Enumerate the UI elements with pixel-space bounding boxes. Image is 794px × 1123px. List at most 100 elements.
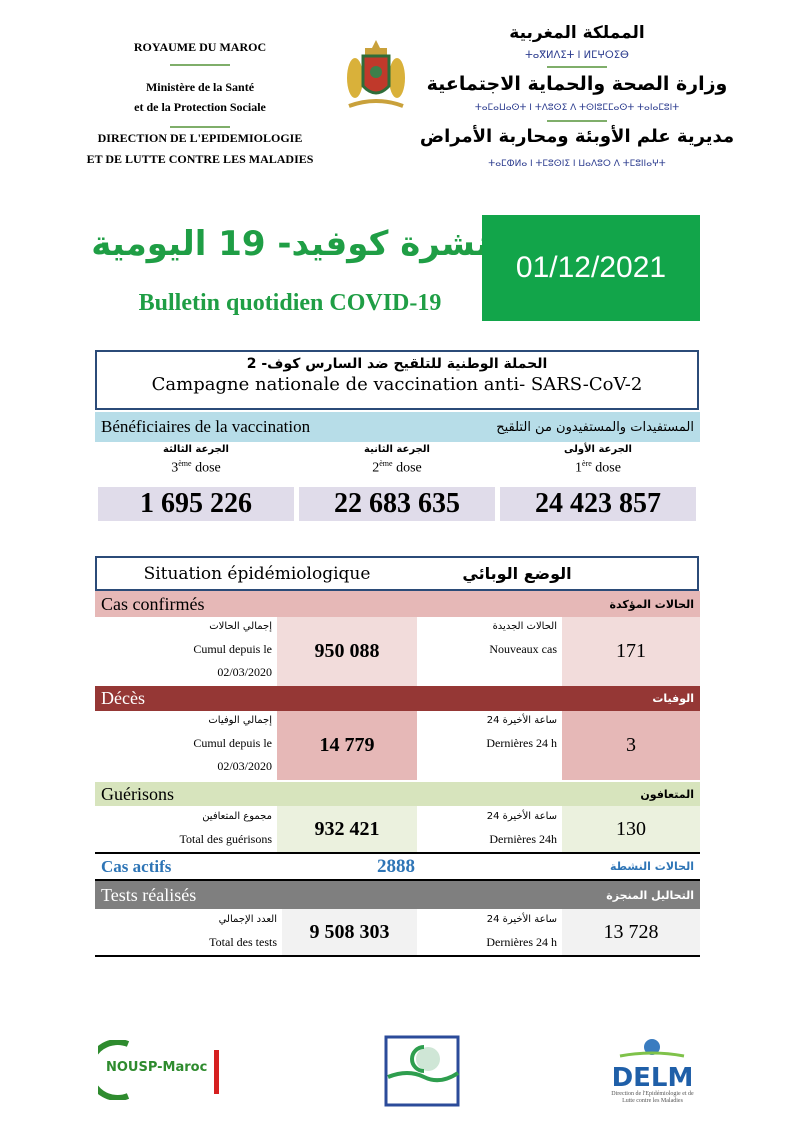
tests-24h-label: 24 ساعة الأخيرة Dernières 24 h (420, 908, 557, 954)
coat-of-arms-emblem (347, 40, 405, 108)
divider (547, 120, 607, 122)
title-ar: نشرة كوفيد- 19 اليومية (91, 224, 489, 264)
nousp-logo-text: NOUSP-Maroc (106, 1060, 208, 1075)
deaths-24h-label: 24 ساعة الأخيرة Dernières 24 h (420, 709, 557, 755)
label-ar: إجمالي الحالات (209, 621, 272, 632)
label-fr: Nouveaux cas (489, 642, 557, 656)
tests-total-value: 9 508 303 (282, 909, 417, 955)
dose-3-value: 1 695 226 (98, 487, 294, 521)
recoveries-24h-label: 24 ساعة الأخيرة Dernières 24h (420, 805, 557, 851)
situation-title-ar: الوضع الوبائي (462, 564, 572, 583)
label-ar: 24 ساعة الأخيرة (486, 914, 557, 925)
header-direction-2: ET DE LUTTE CONTRE LES MALADIES (86, 152, 314, 166)
nousp-logo: NOUSP-Maroc (98, 1040, 222, 1100)
header-ministry-2: et de la Protection Sociale (134, 100, 266, 114)
active-label-ar: الحالات النشطة (609, 860, 694, 873)
confirmed-label-fr: Cas confirmés (101, 593, 205, 614)
tests-24h-value: 13 728 (562, 909, 700, 955)
dose-word: dose (595, 460, 621, 476)
deaths-label-ar: الوفيات (652, 692, 694, 705)
confirmed-new-label: الحالات الجديدة Nouveaux cas (420, 615, 557, 661)
recoveries-label-fr: Guérisons (101, 783, 174, 804)
recoveries-label-ar: المتعافون (640, 787, 694, 801)
label-ar: العدد الإجمالي (218, 914, 277, 925)
label-fr: Dernières 24h (489, 832, 557, 846)
divider (170, 64, 230, 66)
delm-logo: DELM Direction de l'Epidémiologie et de … (605, 1038, 700, 1104)
vaccination-band-fr: Bénéficiaires de la vaccination (101, 417, 311, 436)
active-label-fr: Cas actifs (101, 856, 172, 876)
dose-sup: ème (178, 459, 192, 468)
vaccination-band-ar: المستفيدات والمستفيدون من التلقيح (496, 419, 694, 435)
dose-3-ar: الجرعة الثالثة (163, 444, 229, 455)
dose-1-value: 24 423 857 (500, 487, 696, 521)
vaccination-title-fr: Campagne nationale de vaccination anti- … (151, 374, 643, 395)
confirmed-band: Cas confirmés الحالات المؤكدة (95, 591, 700, 617)
bulletin-date: 01/12/2021 (482, 215, 700, 321)
label-ar: 24 ساعة الأخيرة (486, 715, 557, 726)
dose-labels: الجرعة الثالثة 3ème dose الجرعة الثانية 2è… (98, 444, 696, 477)
deaths-24h-value: 3 (562, 711, 700, 780)
dose-2-ar: الجرعة الثانية (364, 444, 430, 455)
label-ar: 24 ساعة الأخيرة (486, 811, 557, 822)
recoveries-band: Guérisons المتعافون (95, 782, 700, 806)
situation-title-box: Situation épidémiologique الوضع الوبائي (95, 556, 699, 591)
divider (95, 852, 700, 854)
delm-logo-text: DELM (611, 1063, 694, 1093)
header-ar-direction: مديرية علم الأوبئة ومحاربة الأمراض (419, 126, 735, 147)
divider (95, 955, 700, 957)
header-kingdom: ROYAUME DU MAROC (133, 40, 267, 54)
label-ar: مجموع المتعافين (202, 811, 272, 822)
header-ar-kingdom: المملكة المغربية (509, 23, 645, 43)
dose-3-label: الجرعة الثالثة 3ème dose (98, 444, 294, 477)
confirmed-total-label: إجمالي الحالات Cumul depuis le 02/03/2020 (95, 615, 272, 684)
tests-total-label: العدد الإجمالي Total des tests (95, 908, 277, 954)
dose-num: 3 (171, 460, 179, 476)
dose-sup: ère (582, 459, 592, 468)
title-fr: Bulletin quotidien COVID-19 (138, 290, 442, 316)
dose-2-label: الجرعة الثانية 2ème dose (299, 444, 495, 477)
deaths-label-fr: Décès (101, 688, 145, 708)
delm-logo-subtext: Direction de l'Epidémiologie et de Lutte… (611, 1091, 694, 1104)
divider (95, 879, 700, 881)
vaccination-title-box: الحملة الوطنية للتلقيح ضد السارس كوف- 2 … (95, 350, 699, 410)
label-date: 02/03/2020 (217, 759, 272, 773)
divider (547, 66, 607, 68)
header-tif-direction: ⵜⴰⵎⵀⵍⴰ ⵏ ⵜⵎⵓⵙⵏⵉ ⵏ ⵡⴰⴷⵓⵔ ⴷ ⵜⵎⵓⵏⵏⴰⵖⵜ (488, 159, 666, 169)
header-tif-kingdom: ⵜⴰⴳⵍⴷⵉⵜ ⵏ ⵍⵎⵖⵔⵉⴱ (525, 50, 629, 61)
label-fr: Total des tests (209, 935, 277, 949)
recoveries-24h-value: 130 (562, 806, 700, 852)
header-direction: DIRECTION DE L'EPIDEMIOLOGIE (97, 131, 303, 145)
dose-num: 2 (372, 460, 380, 476)
label-fr: Dernières 24 h (486, 935, 557, 949)
dose-2-value: 22 683 635 (299, 487, 495, 521)
label-fr: Cumul depuis le (193, 642, 272, 656)
confirmed-total-value: 950 088 (277, 617, 417, 686)
recoveries-total-label: مجموع المتعافين Total des guérisons (95, 805, 272, 851)
dose-1-ar: الجرعة الأولى (564, 444, 632, 455)
label-ar: الحالات الجديدة (492, 621, 557, 632)
confirmed-label-ar: الحالات المؤكدة (609, 597, 694, 611)
label-date: 02/03/2020 (217, 665, 272, 679)
confirmed-new-value: 171 (562, 617, 700, 686)
label-fr: Cumul depuis le (193, 736, 272, 750)
label-ar: إجمالي الوفيات (208, 715, 272, 726)
active-value: 2888 (377, 855, 415, 877)
active-cases-row: Cas actifs 2888 الحالات النشطة (95, 854, 700, 879)
recoveries-total-value: 932 421 (277, 806, 417, 852)
dose-1-label: الجرعة الأولى 1ère dose (500, 444, 696, 477)
tests-label-fr: Tests réalisés (101, 884, 197, 905)
deaths-total-value: 14 779 (277, 711, 417, 780)
situation-title-fr: Situation épidémiologique (143, 563, 371, 584)
dose-word: dose (396, 460, 422, 476)
divider (170, 126, 230, 128)
label-fr: Total des guérisons (179, 832, 272, 846)
header-ministry: Ministère de la Santé (145, 80, 255, 94)
tests-band: Tests réalisés التحاليل المنجزة (95, 881, 700, 909)
dose-word: dose (195, 460, 221, 476)
vaccination-band: Bénéficiaires de la vaccination المستفيد… (95, 412, 700, 442)
deaths-total-label: إجمالي الوفيات Cumul depuis le 02/03/2020 (95, 709, 272, 778)
header-ar-ministry: وزارة الصحة والحماية الاجتماعية (426, 73, 728, 95)
header-tif-ministry: ⵜⴰⵎⴰⵡⴰⵙⵜ ⵏ ⵜⴷⵓⵙⵉ ⴷ ⵜⵙⵏⵓⵎⵎⴰⵙⵜ ⵜⴰⵏⴰⵎⵓⵏⵜ (474, 103, 680, 113)
dose-sup: ème (379, 459, 393, 468)
